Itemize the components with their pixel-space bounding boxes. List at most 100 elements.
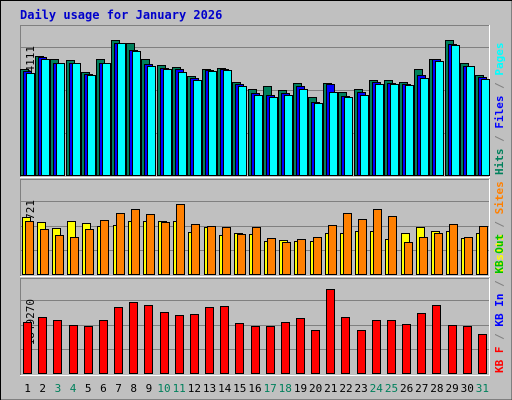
bar-kb-f-day-21 <box>326 289 335 374</box>
bar-kb-f-day-22 <box>341 317 350 374</box>
bar-kb-f-day-13 <box>205 307 214 374</box>
bar-kb-f-day-11 <box>175 315 184 374</box>
bar-sites-day-8 <box>131 209 140 275</box>
panel-top-legend: Hits / Files / Pages <box>493 43 506 176</box>
legend-entry: / <box>493 327 506 347</box>
legend-entry: / <box>493 76 506 96</box>
bar-kb-f-day-29 <box>448 325 457 374</box>
bar-pages-day-8 <box>132 51 141 176</box>
day-label-4: 4 <box>70 382 77 395</box>
bar-pages-day-24 <box>375 84 384 176</box>
bar-pages-day-16 <box>254 95 263 176</box>
bar-pages-day-7 <box>117 43 126 176</box>
panel-bottom: 1849270KB F / KB In / KB Out <box>20 234 506 376</box>
bar-sites-day-29 <box>449 224 458 275</box>
legend-entry: / <box>493 274 506 294</box>
bar-kb-f-day-10 <box>160 312 169 374</box>
bar-sites-day-5 <box>85 229 94 275</box>
bar-kb-f-day-28 <box>432 305 441 374</box>
bar-sites-day-22 <box>343 213 352 275</box>
day-label-5: 5 <box>85 382 92 395</box>
day-label-25: 25 <box>385 382 398 395</box>
legend-entry: / <box>493 129 506 149</box>
bar-sites-day-24 <box>373 209 382 275</box>
bar-kb-f-day-3 <box>53 320 62 374</box>
bar-sites-day-28 <box>434 233 443 275</box>
bar-kb-f-day-25 <box>387 320 396 374</box>
bar-sites-day-23 <box>358 219 367 275</box>
bar-sites-day-16 <box>252 227 261 275</box>
bar-kb-f-day-12 <box>190 314 199 374</box>
bar-pages-day-20 <box>314 103 323 176</box>
bar-sites-day-18 <box>282 242 291 275</box>
bar-pages-day-29 <box>451 45 460 176</box>
chart-title: Daily usage for January 2026 <box>20 8 222 22</box>
day-label-13: 13 <box>203 382 216 395</box>
bar-kb-f-day-20 <box>311 330 320 374</box>
bar-pages-day-12 <box>193 80 202 176</box>
legend-entry: Sites <box>493 181 506 214</box>
panel-middle-max-label: 721 <box>24 200 37 220</box>
bar-sites-day-10 <box>161 222 170 275</box>
bar-kb-f-day-2 <box>38 317 47 374</box>
legend-entry: Visits <box>493 234 506 274</box>
bar-sites-day-19 <box>297 239 306 275</box>
day-label-15: 15 <box>233 382 246 395</box>
bar-sites-day-17 <box>267 238 276 275</box>
bar-kb-f-day-23 <box>357 330 366 374</box>
bar-pages-day-22 <box>344 97 353 176</box>
day-label-29: 29 <box>445 382 458 395</box>
bar-pages-day-21 <box>329 92 338 176</box>
day-label-12: 12 <box>188 382 201 395</box>
panel-middle: 721 Visits / Sites <box>20 179 506 277</box>
bar-kb-f-day-27 <box>417 313 426 374</box>
panel-middle-legend: Visits / Sites <box>493 181 506 274</box>
bar-sites-day-4 <box>70 237 79 275</box>
bar-pages-day-28 <box>435 61 444 176</box>
bar-sites-day-25 <box>388 216 397 275</box>
day-label-22: 22 <box>339 382 352 395</box>
day-label-14: 14 <box>218 382 232 395</box>
day-label-23: 23 <box>354 382 367 395</box>
bar-kb-f-day-9 <box>144 305 153 374</box>
day-label-10: 10 <box>157 382 170 395</box>
bar-kb-f-day-14 <box>220 306 229 374</box>
day-label-1: 1 <box>24 382 31 395</box>
day-label-20: 20 <box>309 382 322 395</box>
bar-pages-day-4 <box>72 63 81 176</box>
day-label-2: 2 <box>39 382 46 395</box>
legend-entry: / <box>493 214 506 234</box>
day-label-6: 6 <box>100 382 107 395</box>
bar-sites-day-26 <box>404 242 413 275</box>
day-label-21: 21 <box>324 382 337 395</box>
bar-sites-day-2 <box>40 229 49 275</box>
bar-pages-day-3 <box>56 63 65 176</box>
day-label-11: 11 <box>173 382 186 395</box>
bar-sites-day-3 <box>55 235 64 275</box>
day-label-31: 31 <box>476 382 489 395</box>
day-label-3: 3 <box>55 382 62 395</box>
legend-entry: Pages <box>493 43 506 76</box>
bar-sites-day-27 <box>419 237 428 275</box>
bar-pages-day-11 <box>178 72 187 176</box>
bar-kb-f-day-1 <box>23 322 32 374</box>
bar-kb-f-day-24 <box>372 320 381 374</box>
bar-kb-f-day-26 <box>402 324 411 374</box>
legend-entry: KB F <box>493 347 506 374</box>
bar-sites-day-30 <box>464 237 473 275</box>
bar-sites-day-12 <box>191 224 200 275</box>
legend-entry: KB In <box>493 294 506 327</box>
bar-pages-day-5 <box>87 75 96 176</box>
bar-sites-day-1 <box>25 221 34 275</box>
day-label-27: 27 <box>415 382 428 395</box>
bar-kb-f-day-5 <box>84 326 93 374</box>
bar-pages-day-19 <box>299 89 308 176</box>
bar-pages-day-27 <box>420 78 429 176</box>
bar-sites-day-7 <box>116 213 125 275</box>
bar-pages-day-25 <box>390 84 399 176</box>
bar-sites-day-20 <box>313 237 322 275</box>
bar-pages-day-31 <box>481 79 490 176</box>
bar-pages-day-10 <box>163 69 172 176</box>
